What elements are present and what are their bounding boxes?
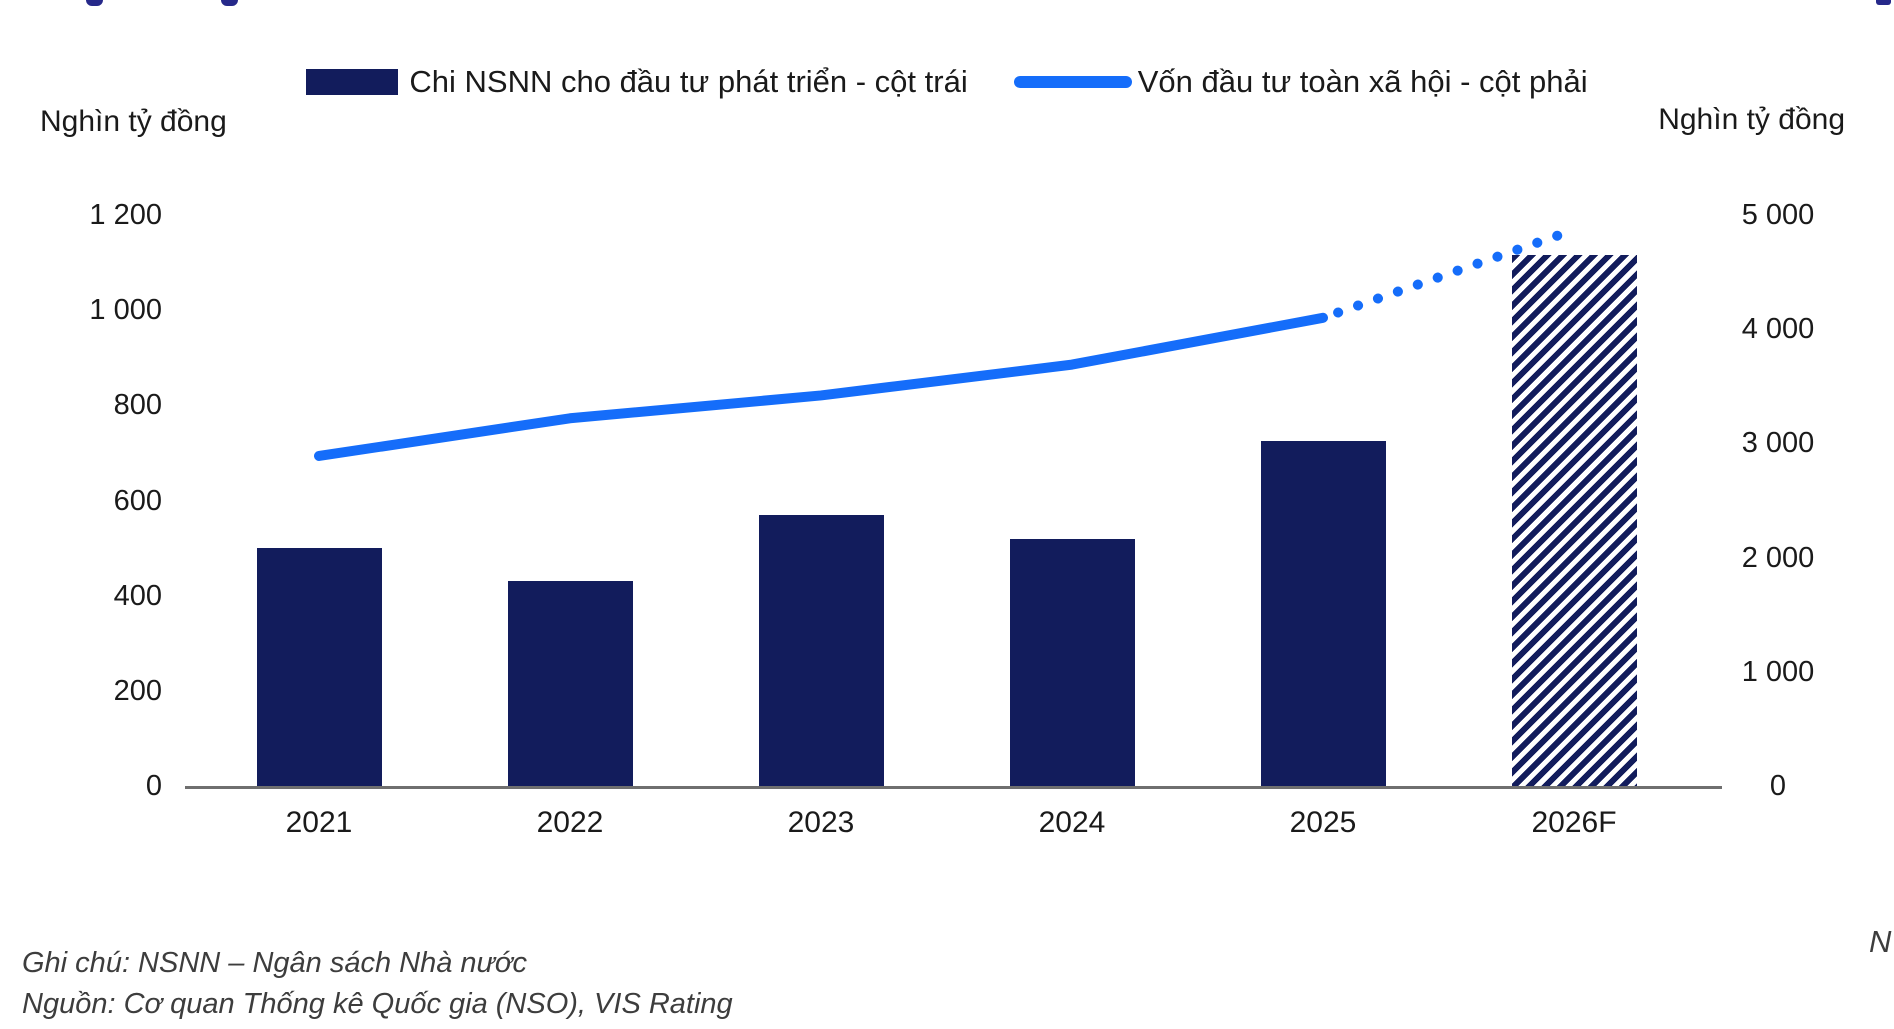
left-axis-tick-600: 600: [113, 484, 162, 517]
left-axis-tick-200: 200: [113, 674, 162, 707]
x-label-2025: 2025: [1289, 806, 1357, 839]
right-axis-tick-4000: 4 000: [1741, 313, 1815, 346]
bar-2025: [1260, 441, 1386, 786]
cropped-heading-descender: [1876, 0, 1891, 5]
x-label-2023: 2023: [787, 806, 855, 839]
bar-2024: [1009, 538, 1135, 786]
footer-notes: Ghi chú: NSNN – Ngân sách Nhà nước Nguồn…: [22, 943, 733, 1025]
cropped-heading-descender: [221, 0, 238, 6]
x-label-2021: 2021: [285, 806, 353, 839]
cropped-right-column-text: N: [1869, 924, 1892, 959]
right-axis-tick-0: 0: [1769, 770, 1787, 802]
cropped-heading-descender: [86, 0, 103, 6]
footer-source: Nguồn: Cơ quan Thống kê Quốc gia (NSO), …: [22, 988, 733, 1020]
bar-2021: [256, 548, 382, 786]
line-series-forecast-dotted: [1318, 224, 1579, 323]
left-axis-tick-800: 800: [113, 389, 162, 422]
legend-item-line-series: Vốn đầu tư toàn xã hội - cột phải: [1013, 64, 1588, 100]
legend-label: Chi NSNN cho đầu tư phát triển - cột trá…: [409, 64, 968, 99]
line-series-swatch: [1013, 76, 1132, 88]
footer-note: Ghi chú: NSNN – Ngân sách Nhà nước: [22, 947, 527, 979]
left-axis-tick-0: 0: [145, 770, 162, 802]
right-axis-tick-3000: 3 000: [1741, 427, 1815, 460]
x-axis-line: [185, 786, 1722, 789]
right-axis-tick-5000: 5 000: [1741, 199, 1815, 231]
right-axis-tick-2000: 2 000: [1741, 541, 1815, 574]
legend: Chi NSNN cho đầu tư phát triển - cột trá…: [200, 56, 1694, 108]
left-axis-tick-1000: 1 000: [89, 294, 162, 327]
right-axis-title: Nghìn tỷ đồng: [1658, 103, 1845, 136]
left-axis-tick-400: 400: [113, 579, 162, 612]
x-label-2026F: 2026F: [1531, 806, 1617, 839]
legend-label: Vốn đầu tư toàn xã hội - cột phải: [1137, 64, 1588, 99]
right-axis-tick-1000: 1 000: [1741, 655, 1815, 688]
x-label-2022: 2022: [536, 806, 604, 839]
bar-2022: [507, 581, 633, 786]
left-axis-tick-1200: 1 200: [89, 199, 162, 231]
x-label-2024: 2024: [1038, 806, 1106, 839]
bar-2026F: [1511, 255, 1637, 786]
legend-item-bar-series: Chi NSNN cho đầu tư phát triển - cột trá…: [306, 64, 968, 100]
line-series-solid: [314, 312, 1328, 461]
left-axis-title: Nghìn tỷ đồng: [40, 105, 227, 138]
bar-series-swatch: [306, 69, 399, 95]
bar-2023: [758, 514, 884, 786]
